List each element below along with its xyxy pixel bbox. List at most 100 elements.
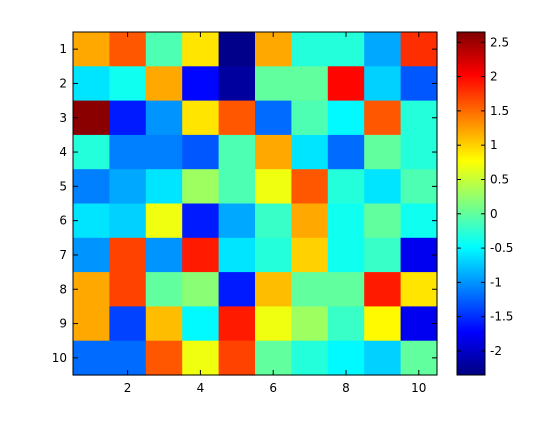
heatmap-cell-r1-c3 — [145, 32, 183, 67]
heatmap-cell-r6-c9 — [364, 203, 402, 239]
heatmap-cell-r9-c10 — [400, 306, 438, 342]
heatmap-cell-r7-c5 — [218, 237, 256, 273]
heatmap-cell-r5-c5 — [218, 169, 256, 205]
heatmap-cell-r10-c9 — [364, 340, 402, 376]
heatmap-cell-r3-c4 — [182, 100, 220, 136]
heatmap-cell-r5-c9 — [364, 169, 402, 205]
heatmap-cell-r5-c7 — [291, 169, 329, 205]
heatmap-cell-r6-c8 — [327, 203, 365, 239]
colorbar-tick-label: -1 — [490, 275, 502, 289]
heatmap-cell-r3-c1 — [73, 100, 110, 136]
heatmap-cell-r8-c4 — [182, 272, 220, 307]
heatmap-cell-r1-c7 — [291, 32, 329, 67]
heatmap-cell-r3-c2 — [109, 100, 147, 136]
heatmap-cell-r1-c6 — [255, 32, 292, 67]
heatmap-cell-r2-c7 — [291, 66, 329, 102]
heatmap-cell-r10-c3 — [145, 340, 183, 376]
heatmap-cell-r7-c3 — [145, 237, 183, 273]
heatmap-cell-r10-c5 — [218, 340, 256, 376]
heatmap-cell-r7-c10 — [400, 237, 438, 273]
heatmap-cell-r4-c9 — [364, 134, 402, 170]
heatmap-cell-r10-c8 — [327, 340, 365, 376]
heatmap-cell-r8-c5 — [218, 272, 256, 307]
heatmap-cell-r9-c3 — [145, 306, 183, 342]
heatmap-cell-r6-c10 — [400, 203, 438, 239]
heatmap-cell-r2-c5 — [218, 66, 256, 102]
colorbar-tick-label: -1.5 — [490, 310, 513, 324]
heatmap-cell-r5-c6 — [255, 169, 292, 205]
colorbar-tick-label: 1.5 — [490, 104, 509, 118]
heatmap-cell-r3-c9 — [364, 100, 402, 136]
colorbar — [456, 31, 486, 376]
colorbar-tick-label: 2.5 — [490, 35, 509, 49]
heatmap-cell-r6-c6 — [255, 203, 292, 239]
heatmap-cell-r9-c2 — [109, 306, 147, 342]
heatmap-cell-r4-c10 — [400, 134, 438, 170]
heatmap-cell-r5-c1 — [73, 169, 110, 205]
heatmap-cell-r3-c3 — [145, 100, 183, 136]
heatmap-cell-r8-c10 — [400, 272, 438, 307]
heatmap-cell-r8-c1 — [73, 272, 110, 307]
heatmap-cell-r2-c9 — [364, 66, 402, 102]
plot-area-frame — [72, 31, 438, 376]
y-tick-label: 4 — [59, 145, 67, 159]
heatmap-cell-r9-c4 — [182, 306, 220, 342]
x-tick-label: 2 — [124, 381, 132, 395]
colorbar-tick-label: 0.5 — [490, 172, 509, 186]
heatmap-cell-r5-c2 — [109, 169, 147, 205]
heatmap-cell-r3-c10 — [400, 100, 438, 136]
heatmap-cell-r8-c8 — [327, 272, 365, 307]
heatmap-cell-r9-c1 — [73, 306, 110, 342]
heatmap-cell-r4-c1 — [73, 134, 110, 170]
heatmap-cell-r2-c1 — [73, 66, 110, 102]
heatmap-cell-r7-c4 — [182, 237, 220, 273]
colorbar-axis: 2.5 2 1.5 1 0.5 0 -0.5 -1 -1.5 -2 — [457, 35, 513, 358]
heatmap-cell-r9-c8 — [327, 306, 365, 342]
heatmap-cell-r5-c8 — [327, 169, 365, 205]
heatmap-cell-r1-c4 — [182, 32, 220, 67]
heatmap-cell-r8-c9 — [364, 272, 402, 307]
heatmap-cell-r7-c7 — [291, 237, 329, 273]
heatmap-cell-r2-c10 — [400, 66, 438, 102]
heatmap-cell-r10-c1 — [73, 340, 110, 376]
heatmap-cell-r2-c4 — [182, 66, 220, 102]
heatmap-cell-r10-c7 — [291, 340, 329, 376]
heatmap-cell-r8-c2 — [109, 272, 147, 307]
heatmap-cell-r6-c4 — [182, 203, 220, 239]
y-tick-label: 1 — [59, 42, 67, 56]
heatmap-cell-r4-c4 — [182, 134, 220, 170]
y-tick-label: 6 — [59, 214, 67, 228]
heatmap-cell-r8-c7 — [291, 272, 329, 307]
colorbar-tick-label: 0 — [490, 207, 498, 221]
heatmap-cell-r4-c6 — [255, 134, 292, 170]
y-tick-label: 8 — [59, 282, 67, 296]
heatmap-cell-r4-c2 — [109, 134, 147, 170]
heatmap-cell-r9-c5 — [218, 306, 256, 342]
y-axis: 1 2 3 4 5 6 7 8 9 10 — [52, 42, 437, 365]
heatmap-cells — [73, 32, 438, 376]
heatmap-cell-r1-c8 — [327, 32, 365, 67]
x-tick-label: 8 — [342, 381, 350, 395]
heatmap-cell-r4-c7 — [291, 134, 329, 170]
colorbar-tick-label: 2 — [490, 70, 498, 84]
heatmap-cell-r5-c4 — [182, 169, 220, 205]
heatmap-cell-r6-c7 — [291, 203, 329, 239]
y-tick-label: 9 — [59, 317, 67, 331]
heatmap-cell-r9-c6 — [255, 306, 292, 342]
heatmap-cell-r6-c2 — [109, 203, 147, 239]
heatmap-cell-r6-c5 — [218, 203, 256, 239]
heatmap-cell-r3-c6 — [255, 100, 292, 136]
heatmap-cell-r8-c3 — [145, 272, 183, 307]
heatmap-cell-r8-c6 — [255, 272, 292, 307]
heatmap-cell-r2-c6 — [255, 66, 292, 102]
heatmap-cell-r4-c5 — [218, 134, 256, 170]
heatmap-cell-r1-c5 — [218, 32, 256, 67]
heatmap-cell-r4-c8 — [327, 134, 365, 170]
heatmap-cell-r3-c8 — [327, 100, 365, 136]
y-tick-label: 10 — [52, 351, 67, 365]
heatmap-cell-r10-c10 — [400, 340, 438, 376]
colorbar-tick-label: -2 — [490, 344, 502, 358]
heatmap-cell-r7-c8 — [327, 237, 365, 273]
heatmap-cell-r7-c6 — [255, 237, 292, 273]
